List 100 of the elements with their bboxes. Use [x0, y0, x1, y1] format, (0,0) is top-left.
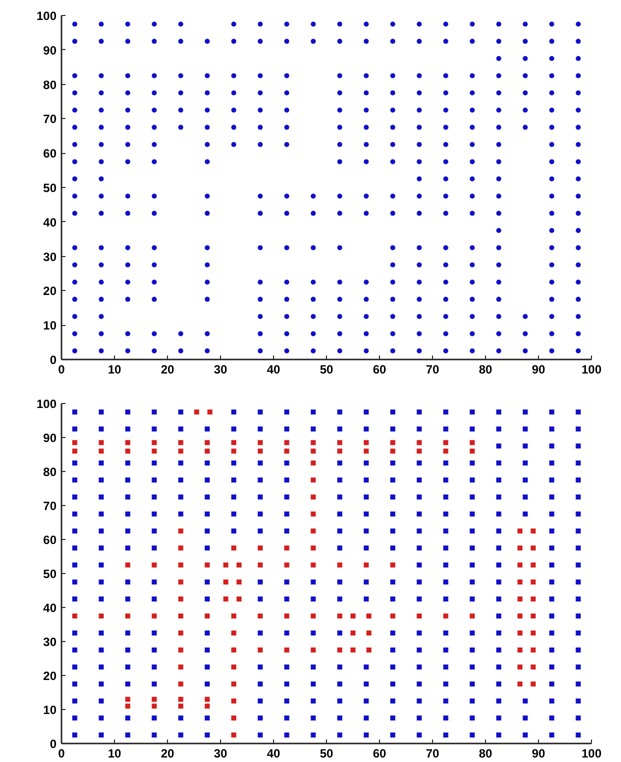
point [72, 528, 78, 534]
point [204, 124, 210, 130]
point [178, 331, 184, 336]
point [231, 426, 236, 432]
point [549, 159, 554, 164]
point [390, 331, 396, 336]
point [258, 410, 263, 414]
point [98, 512, 104, 516]
point [310, 194, 316, 199]
point [152, 494, 157, 500]
point [576, 124, 581, 130]
y-tick-label: 20 [43, 669, 57, 683]
point [204, 159, 210, 164]
point [549, 444, 554, 448]
point [364, 296, 369, 302]
point [443, 596, 448, 602]
point [258, 596, 263, 602]
point [576, 410, 581, 414]
point [496, 228, 502, 233]
point [310, 38, 316, 44]
point [416, 142, 422, 147]
x-tick-label: 90 [532, 746, 546, 760]
point [284, 210, 290, 216]
point [125, 410, 130, 414]
point [284, 732, 290, 738]
point [416, 562, 422, 568]
point [390, 460, 396, 466]
point [98, 580, 104, 584]
point [98, 296, 104, 302]
point [549, 580, 554, 584]
point [125, 210, 130, 216]
point [152, 704, 157, 709]
x-tick-label: 100 [581, 746, 602, 760]
point [258, 142, 263, 147]
point [258, 512, 263, 516]
point [470, 348, 475, 354]
point [443, 664, 448, 670]
point [152, 331, 157, 336]
point [496, 124, 502, 130]
point [470, 194, 475, 199]
point [549, 73, 554, 78]
point [416, 664, 422, 670]
point [125, 630, 130, 636]
point [350, 630, 356, 636]
point [364, 478, 369, 482]
point [178, 440, 184, 446]
point [72, 426, 78, 432]
point [152, 648, 157, 652]
point [549, 426, 554, 432]
point [496, 494, 502, 500]
point [364, 108, 369, 113]
point [204, 245, 210, 250]
point [310, 580, 316, 584]
point [390, 546, 396, 550]
point [496, 444, 502, 448]
point [496, 682, 502, 686]
point [204, 682, 210, 686]
point [390, 716, 396, 720]
point [204, 194, 210, 199]
point [522, 732, 528, 738]
point [517, 580, 522, 584]
point [522, 314, 528, 319]
point [125, 440, 130, 446]
point [152, 460, 157, 466]
point [337, 546, 342, 550]
point [470, 682, 475, 686]
y-tick-label: 70 [43, 499, 57, 513]
point [231, 90, 236, 96]
x-tick-label: 10 [108, 746, 122, 760]
point [443, 90, 448, 96]
point [178, 426, 184, 432]
point [310, 460, 316, 466]
point [443, 348, 448, 354]
point [125, 512, 130, 516]
point [443, 630, 448, 636]
point [310, 614, 316, 618]
point [530, 528, 536, 534]
point [72, 664, 78, 670]
point [470, 460, 475, 466]
point [443, 280, 448, 285]
point [310, 314, 316, 319]
point [125, 682, 130, 686]
point [337, 716, 342, 720]
point [204, 716, 210, 720]
point [284, 546, 290, 550]
point [443, 478, 448, 482]
point [310, 245, 316, 250]
point [98, 682, 104, 686]
point [364, 580, 369, 584]
point [204, 596, 210, 602]
point [364, 732, 369, 738]
point [231, 460, 236, 466]
point [364, 73, 369, 78]
point [443, 159, 448, 164]
point [470, 90, 475, 96]
point [549, 90, 554, 96]
point [178, 460, 184, 466]
point [72, 596, 78, 602]
point [178, 664, 184, 670]
point [98, 664, 104, 670]
